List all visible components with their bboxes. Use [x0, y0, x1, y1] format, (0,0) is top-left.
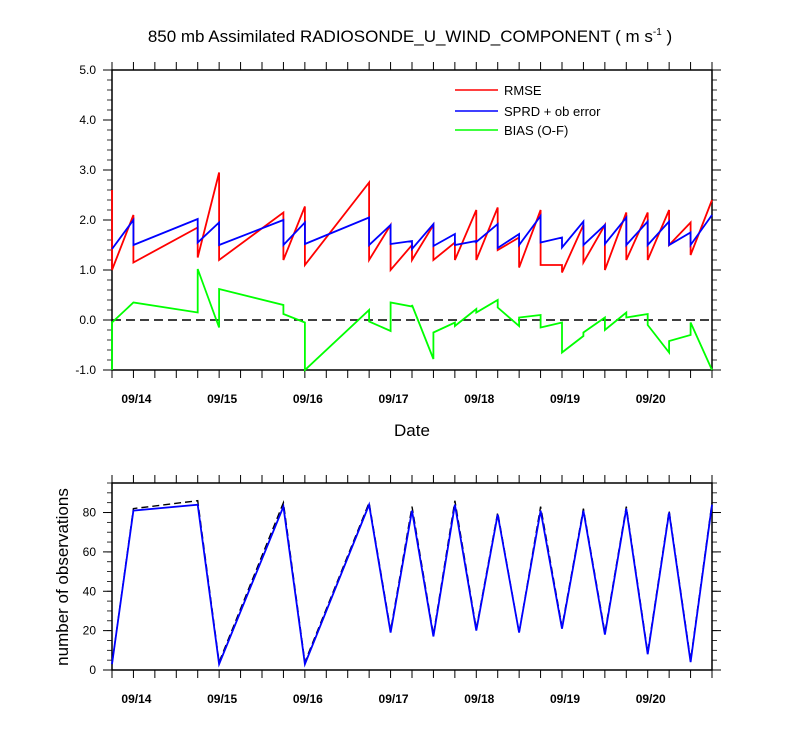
- x-tick-label: 09/16: [293, 692, 323, 706]
- legend-label-rmse: RMSE: [504, 83, 542, 98]
- y-tick-label: 2.0: [79, 213, 96, 227]
- y-tick-label: -1.0: [75, 363, 96, 377]
- x-tick-label: 09/19: [550, 692, 580, 706]
- top-plot-area: 5.0 4.0 3.0 2.0 1.0 0.0 -1.0 09/14 09/15 09/16 09/…: [75, 62, 721, 406]
- legend-label-bias: BIAS (O-F): [504, 123, 568, 138]
- y-tick-label: 0: [89, 663, 96, 677]
- x-tick-label: 09/14: [121, 692, 151, 706]
- y-tick-label: 3.0: [79, 163, 96, 177]
- x-tick-label: 09/20: [636, 692, 666, 706]
- x-tick-label: 09/15: [207, 692, 237, 706]
- y-tick-label: 0.0: [79, 313, 96, 327]
- y-tick-label: 80: [83, 506, 97, 520]
- x-axis-label: Date: [394, 421, 430, 440]
- x-tick-label: 09/14: [121, 392, 151, 406]
- x-tick-label: 09/18: [464, 392, 494, 406]
- y-tick-label: 1.0: [79, 263, 96, 277]
- bottom-plot-area: 80 60 40 20 0 09/14 09/15 09/16 09/17 09/18 09/19 0…: [83, 475, 721, 706]
- legend: RMSE SPRD + ob error BIAS (O-F): [455, 83, 601, 138]
- y-tick-label: 40: [83, 584, 97, 598]
- y-tick-label: 5.0: [79, 63, 96, 77]
- series-line-obs-possible: [111, 499, 713, 665]
- series-line-obs-used: [111, 501, 713, 668]
- x-tick-label: 09/15: [207, 392, 237, 406]
- series-line-sprd-ob-error: [111, 213, 713, 252]
- series-line-bias: [111, 268, 713, 373]
- y-tick-label: 4.0: [79, 113, 96, 127]
- x-tick-label: 09/16: [293, 392, 323, 406]
- y-axis-label-bottom: number of observations: [53, 488, 72, 666]
- y-tick-label: 20: [83, 624, 97, 638]
- x-tick-label: 09/17: [379, 392, 409, 406]
- legend-label-sprd: SPRD + ob error: [504, 104, 601, 119]
- chart-title: 850 mb Assimilated RADIOSONDE_U_WIND_COM…: [148, 27, 672, 46]
- x-tick-label: 09/19: [550, 392, 580, 406]
- x-tick-label: 09/20: [636, 392, 666, 406]
- x-tick-label: 09/18: [464, 692, 494, 706]
- y-tick-label: 60: [83, 545, 97, 559]
- x-tick-label: 09/17: [379, 692, 409, 706]
- top-plot-frame: [111, 69, 713, 371]
